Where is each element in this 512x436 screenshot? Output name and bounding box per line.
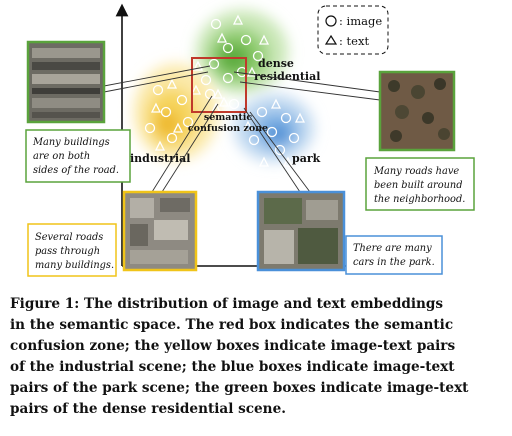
- dense-label-line1: dense: [258, 57, 294, 70]
- park-image: [256, 190, 346, 272]
- image-marker-icon: [325, 15, 337, 27]
- legend-image-label: : image: [339, 14, 382, 28]
- text-box-top-left: Many buildings are on both sides of the …: [25, 129, 131, 183]
- caption-line-4: of the industrial scene; the blue boxes …: [10, 359, 455, 375]
- dense-label-line2: residential: [254, 70, 320, 83]
- text-box-bottom-right-line1: There are many: [353, 243, 432, 254]
- text-box-right-line3: the neighborhood.: [374, 194, 465, 205]
- text-box-bottom-right: There are many cars in the park.: [345, 235, 443, 275]
- text-box-bottom-right-line2: cars in the park.: [353, 257, 435, 268]
- legend: : image : text: [317, 5, 389, 55]
- text-box-right-line2: been built around: [374, 180, 463, 191]
- green-markers: [192, 14, 270, 99]
- caption-line-6: pairs of the dense residential scene.: [10, 401, 286, 417]
- text-box-right: Many roads have been built around the ne…: [365, 157, 475, 211]
- industrial-label: industrial: [130, 152, 190, 165]
- caption-line-1: Figure 1: The distribution of image and …: [10, 296, 444, 312]
- text-box-right-line1: Many roads have: [373, 166, 459, 177]
- industrial-image: [122, 190, 198, 272]
- caption-line-5: pairs of the park scene; the green boxes…: [10, 380, 469, 396]
- figure-caption: Figure 1: The distribution of image and …: [10, 294, 504, 420]
- text-box-top-left-line1: Many buildings: [32, 137, 110, 148]
- confusion-zone-box: [191, 57, 247, 113]
- connector-lines: [103, 65, 381, 193]
- blue-markers: [218, 96, 306, 167]
- caption-line-3: confusion zone; the yellow boxes indicat…: [10, 338, 456, 354]
- text-box-bottom-left-line1: Several roads: [35, 232, 103, 243]
- text-box-top-left-line3: sides of the road.: [33, 165, 119, 176]
- confusion-zone-label-line2: confusion zone: [188, 123, 268, 134]
- park-label: park: [292, 152, 321, 165]
- embedding-diagram: semantic confusion zone dense residentia…: [25, 3, 475, 277]
- yellow-markers: [144, 78, 222, 151]
- residential-image-1: [26, 40, 106, 124]
- text-box-top-left-line2: are on both: [33, 151, 90, 162]
- confusion-zone-label-line1: semantic: [204, 112, 253, 123]
- caption-line-2: in the semantic space. The red box indic…: [10, 317, 454, 333]
- text-box-bottom-left-line2: pass through: [35, 246, 100, 257]
- text-marker-icon: [324, 34, 338, 45]
- legend-text-label: : text: [339, 34, 369, 48]
- residential-image-2: [378, 70, 456, 152]
- text-box-bottom-left: Several roads pass through many building…: [27, 223, 117, 277]
- text-box-bottom-left-line3: many buildings.: [35, 260, 114, 271]
